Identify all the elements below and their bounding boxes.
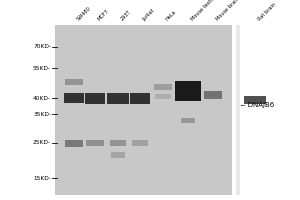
Bar: [107, 92, 129, 104]
Bar: [85, 92, 105, 104]
Text: 15KD-: 15KD-: [33, 176, 51, 180]
Text: 55KD-: 55KD-: [33, 66, 51, 71]
Bar: [111, 152, 125, 158]
Text: 70KD-: 70KD-: [33, 45, 51, 49]
Text: Mouse brain: Mouse brain: [215, 0, 240, 22]
Bar: [55, 25, 232, 195]
Text: Jurkat: Jurkat: [142, 8, 156, 22]
Bar: [181, 117, 195, 122]
Text: 25KD-: 25KD-: [33, 140, 51, 146]
Bar: [244, 96, 266, 104]
Bar: [65, 79, 83, 85]
Text: SW480: SW480: [76, 6, 92, 22]
Bar: [110, 140, 126, 146]
Bar: [65, 140, 83, 146]
Bar: [154, 84, 172, 90]
Bar: [132, 140, 148, 146]
Bar: [55, 25, 240, 195]
Text: HeLa: HeLa: [165, 10, 178, 22]
Bar: [204, 91, 222, 99]
Text: 35KD-: 35KD-: [33, 112, 51, 116]
Bar: [64, 93, 84, 103]
Text: - DNAJB6: - DNAJB6: [243, 102, 274, 108]
Text: Rat brain: Rat brain: [257, 2, 277, 22]
Bar: [232, 25, 236, 195]
Bar: [175, 81, 201, 101]
Bar: [86, 140, 104, 146]
Text: MCF7: MCF7: [97, 9, 110, 22]
Bar: [236, 25, 240, 195]
Text: 40KD-: 40KD-: [33, 96, 51, 100]
Text: 293T: 293T: [120, 10, 132, 22]
Text: Mouse testis: Mouse testis: [190, 0, 216, 22]
Bar: [155, 94, 171, 98]
Bar: [130, 92, 150, 104]
